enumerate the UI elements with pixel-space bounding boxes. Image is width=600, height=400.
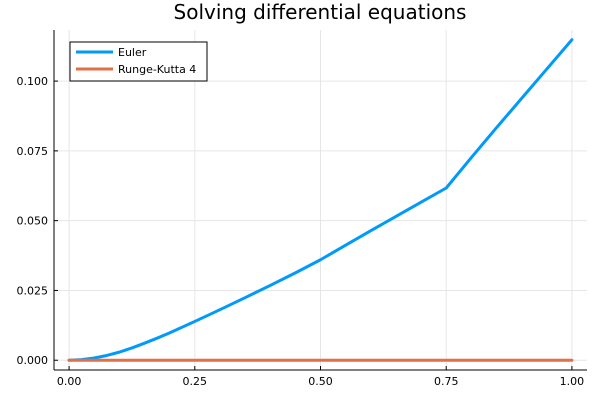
x-tick-label: 0.75 xyxy=(434,375,459,388)
legend-label-euler: Euler xyxy=(118,46,147,59)
series-layer xyxy=(67,38,574,362)
y-tick-label: 0.100 xyxy=(17,75,49,88)
y-tick-label: 0.000 xyxy=(17,354,49,367)
chart-title: Solving differential equations xyxy=(174,0,467,24)
x-tick-label: 0.25 xyxy=(183,375,208,388)
y-tick-label: 0.025 xyxy=(17,284,49,297)
x-tick-label: 1.00 xyxy=(560,375,585,388)
legend-box xyxy=(69,41,208,82)
y-tick-label: 0.075 xyxy=(17,145,49,158)
series-line-euler xyxy=(67,38,574,362)
x-tick-label: 0.00 xyxy=(57,375,82,388)
legend: Euler Runge-Kutta 4 xyxy=(69,41,208,82)
x-tick-label: 0.50 xyxy=(308,375,333,388)
ticks-layer: 0.00 0.25 0.50 0.75 1.00 0.000 0.025 0.050 0.075… xyxy=(17,75,585,388)
legend-label-rk4: Runge-Kutta 4 xyxy=(118,63,196,76)
y-tick-label: 0.050 xyxy=(17,215,49,228)
